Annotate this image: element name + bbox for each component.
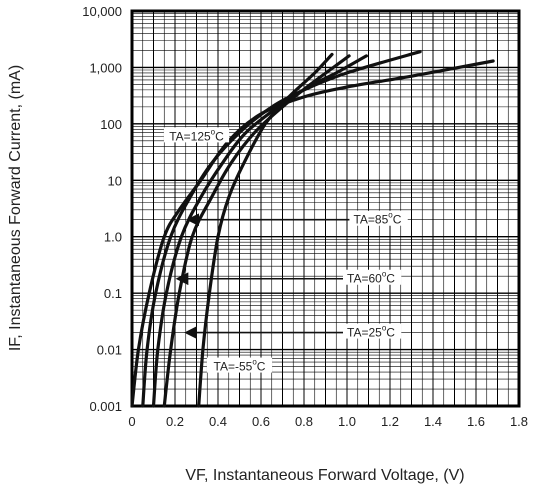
series-label-prefix: TA=125 [169, 129, 211, 143]
series-label-prefix: TA=-55 [214, 360, 253, 374]
series-label-unit: C [215, 129, 224, 143]
series-label-prefix: TA=85 [353, 213, 388, 227]
series-label-unit: C [386, 272, 395, 286]
series-line-1 [141, 50, 422, 408]
series-label-degree: o [382, 324, 387, 333]
y-tick-label: 0.001 [89, 399, 122, 414]
series-label-unit: C [257, 360, 266, 374]
y-tick-label: 1,000 [89, 60, 122, 75]
series-label-unit: C [393, 213, 402, 227]
x-tick-label: 1.4 [424, 414, 442, 429]
series-label-background [343, 323, 402, 339]
series-label: TA=85oC [353, 211, 401, 227]
series-label-prefix: TA=60 [347, 272, 382, 286]
series-line-0 [130, 59, 495, 408]
plot-frame [130, 9, 521, 408]
series-curves [130, 50, 495, 408]
series-line-3 [162, 54, 351, 408]
x-tick-label: 1.6 [467, 414, 485, 429]
y-tick-label: 1.0 [104, 230, 122, 245]
series-label: TA=-55oC [214, 358, 266, 374]
y-tick-labels: 0.001 0.01 0.1 1.0 10 100 1,000 10,000 [82, 4, 122, 414]
series-label-degree: o [252, 358, 257, 367]
series-label-background [206, 357, 273, 373]
y-tick-label: 100 [100, 117, 122, 132]
x-tick-label: 1.2 [381, 414, 399, 429]
y-axis-title: IF, Instantaneous Forward Current, (mA) [7, 65, 24, 351]
series-label: TA=25oC [347, 324, 395, 340]
x-tick-label: 0.6 [252, 414, 270, 429]
grid [131, 11, 520, 407]
y-tick-label: 10,000 [82, 4, 122, 19]
series-label-background [163, 127, 230, 143]
series-label-degree: o [388, 211, 393, 220]
series-line-2 [151, 54, 368, 408]
series-label-prefix: TA=25 [347, 326, 382, 340]
y-tick-label: 10 [108, 173, 122, 188]
series-label-degree: o [382, 270, 387, 279]
series-label-unit: C [386, 326, 395, 340]
series-label: TA=60oC [347, 270, 395, 286]
x-tick-label: 1.8 [510, 414, 528, 429]
x-tick-label: 0.8 [295, 414, 313, 429]
series-label-background [349, 210, 408, 226]
series-line-4 [197, 52, 334, 408]
x-tick-label: 0.2 [166, 414, 184, 429]
x-axis-title: VF, Instantaneous Forward Voltage, (V) [185, 467, 464, 484]
x-tick-label: 1.0 [338, 414, 356, 429]
series-label-degree: o [211, 127, 216, 136]
x-tick-label: 0 [128, 414, 135, 429]
y-tick-label: 0.1 [104, 286, 122, 301]
series-label-background [343, 269, 402, 285]
series-label: TA=125oC [169, 127, 224, 143]
x-tick-labels: 0 0.2 0.4 0.6 0.8 1.0 1.2 1.4 1.6 1.8 [128, 414, 528, 429]
x-tick-label: 0.4 [209, 414, 227, 429]
y-tick-label: 0.01 [97, 343, 122, 358]
